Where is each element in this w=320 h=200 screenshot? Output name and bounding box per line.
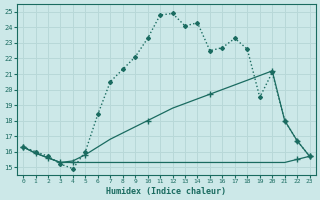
X-axis label: Humidex (Indice chaleur): Humidex (Indice chaleur) [106, 187, 226, 196]
